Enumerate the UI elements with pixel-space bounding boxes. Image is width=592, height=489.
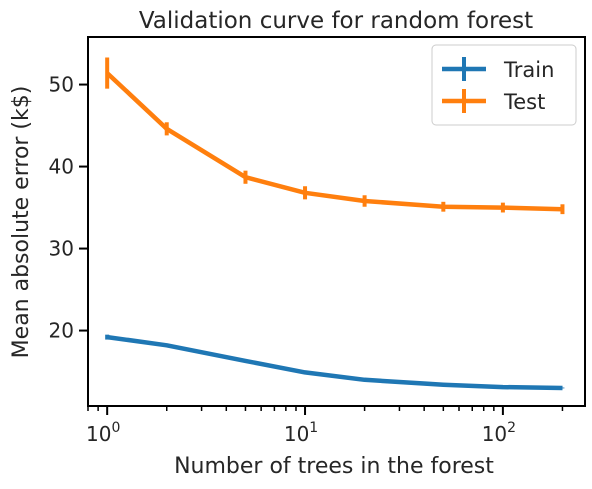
x-tick-label: 101 xyxy=(284,420,318,446)
legend-label-test: Test xyxy=(503,90,545,114)
x-axis-label: Number of trees in the forest xyxy=(174,454,494,479)
y-axis: 20 30 40 50 xyxy=(49,73,88,343)
y-axis-label: Mean absolute error (k$) xyxy=(9,86,34,359)
series-line-train xyxy=(106,334,563,391)
series-line-test xyxy=(105,71,563,212)
y-tick-label: 50 xyxy=(49,73,74,97)
y-tick-label: 20 xyxy=(49,319,74,343)
plot-frame xyxy=(87,36,586,407)
x-tick-label: 100 xyxy=(86,420,120,446)
y-tick-label: 30 xyxy=(49,237,74,261)
y-tick-label: 40 xyxy=(49,155,74,179)
x-axis: 100 101 102 xyxy=(86,406,564,446)
legend-label-train: Train xyxy=(503,58,554,82)
chart-title: Validation curve for random forest xyxy=(139,8,533,34)
legend: Train Test xyxy=(431,44,577,126)
x-tick-label: 102 xyxy=(482,420,516,446)
plot-area xyxy=(105,57,565,391)
legend-box xyxy=(431,44,577,126)
